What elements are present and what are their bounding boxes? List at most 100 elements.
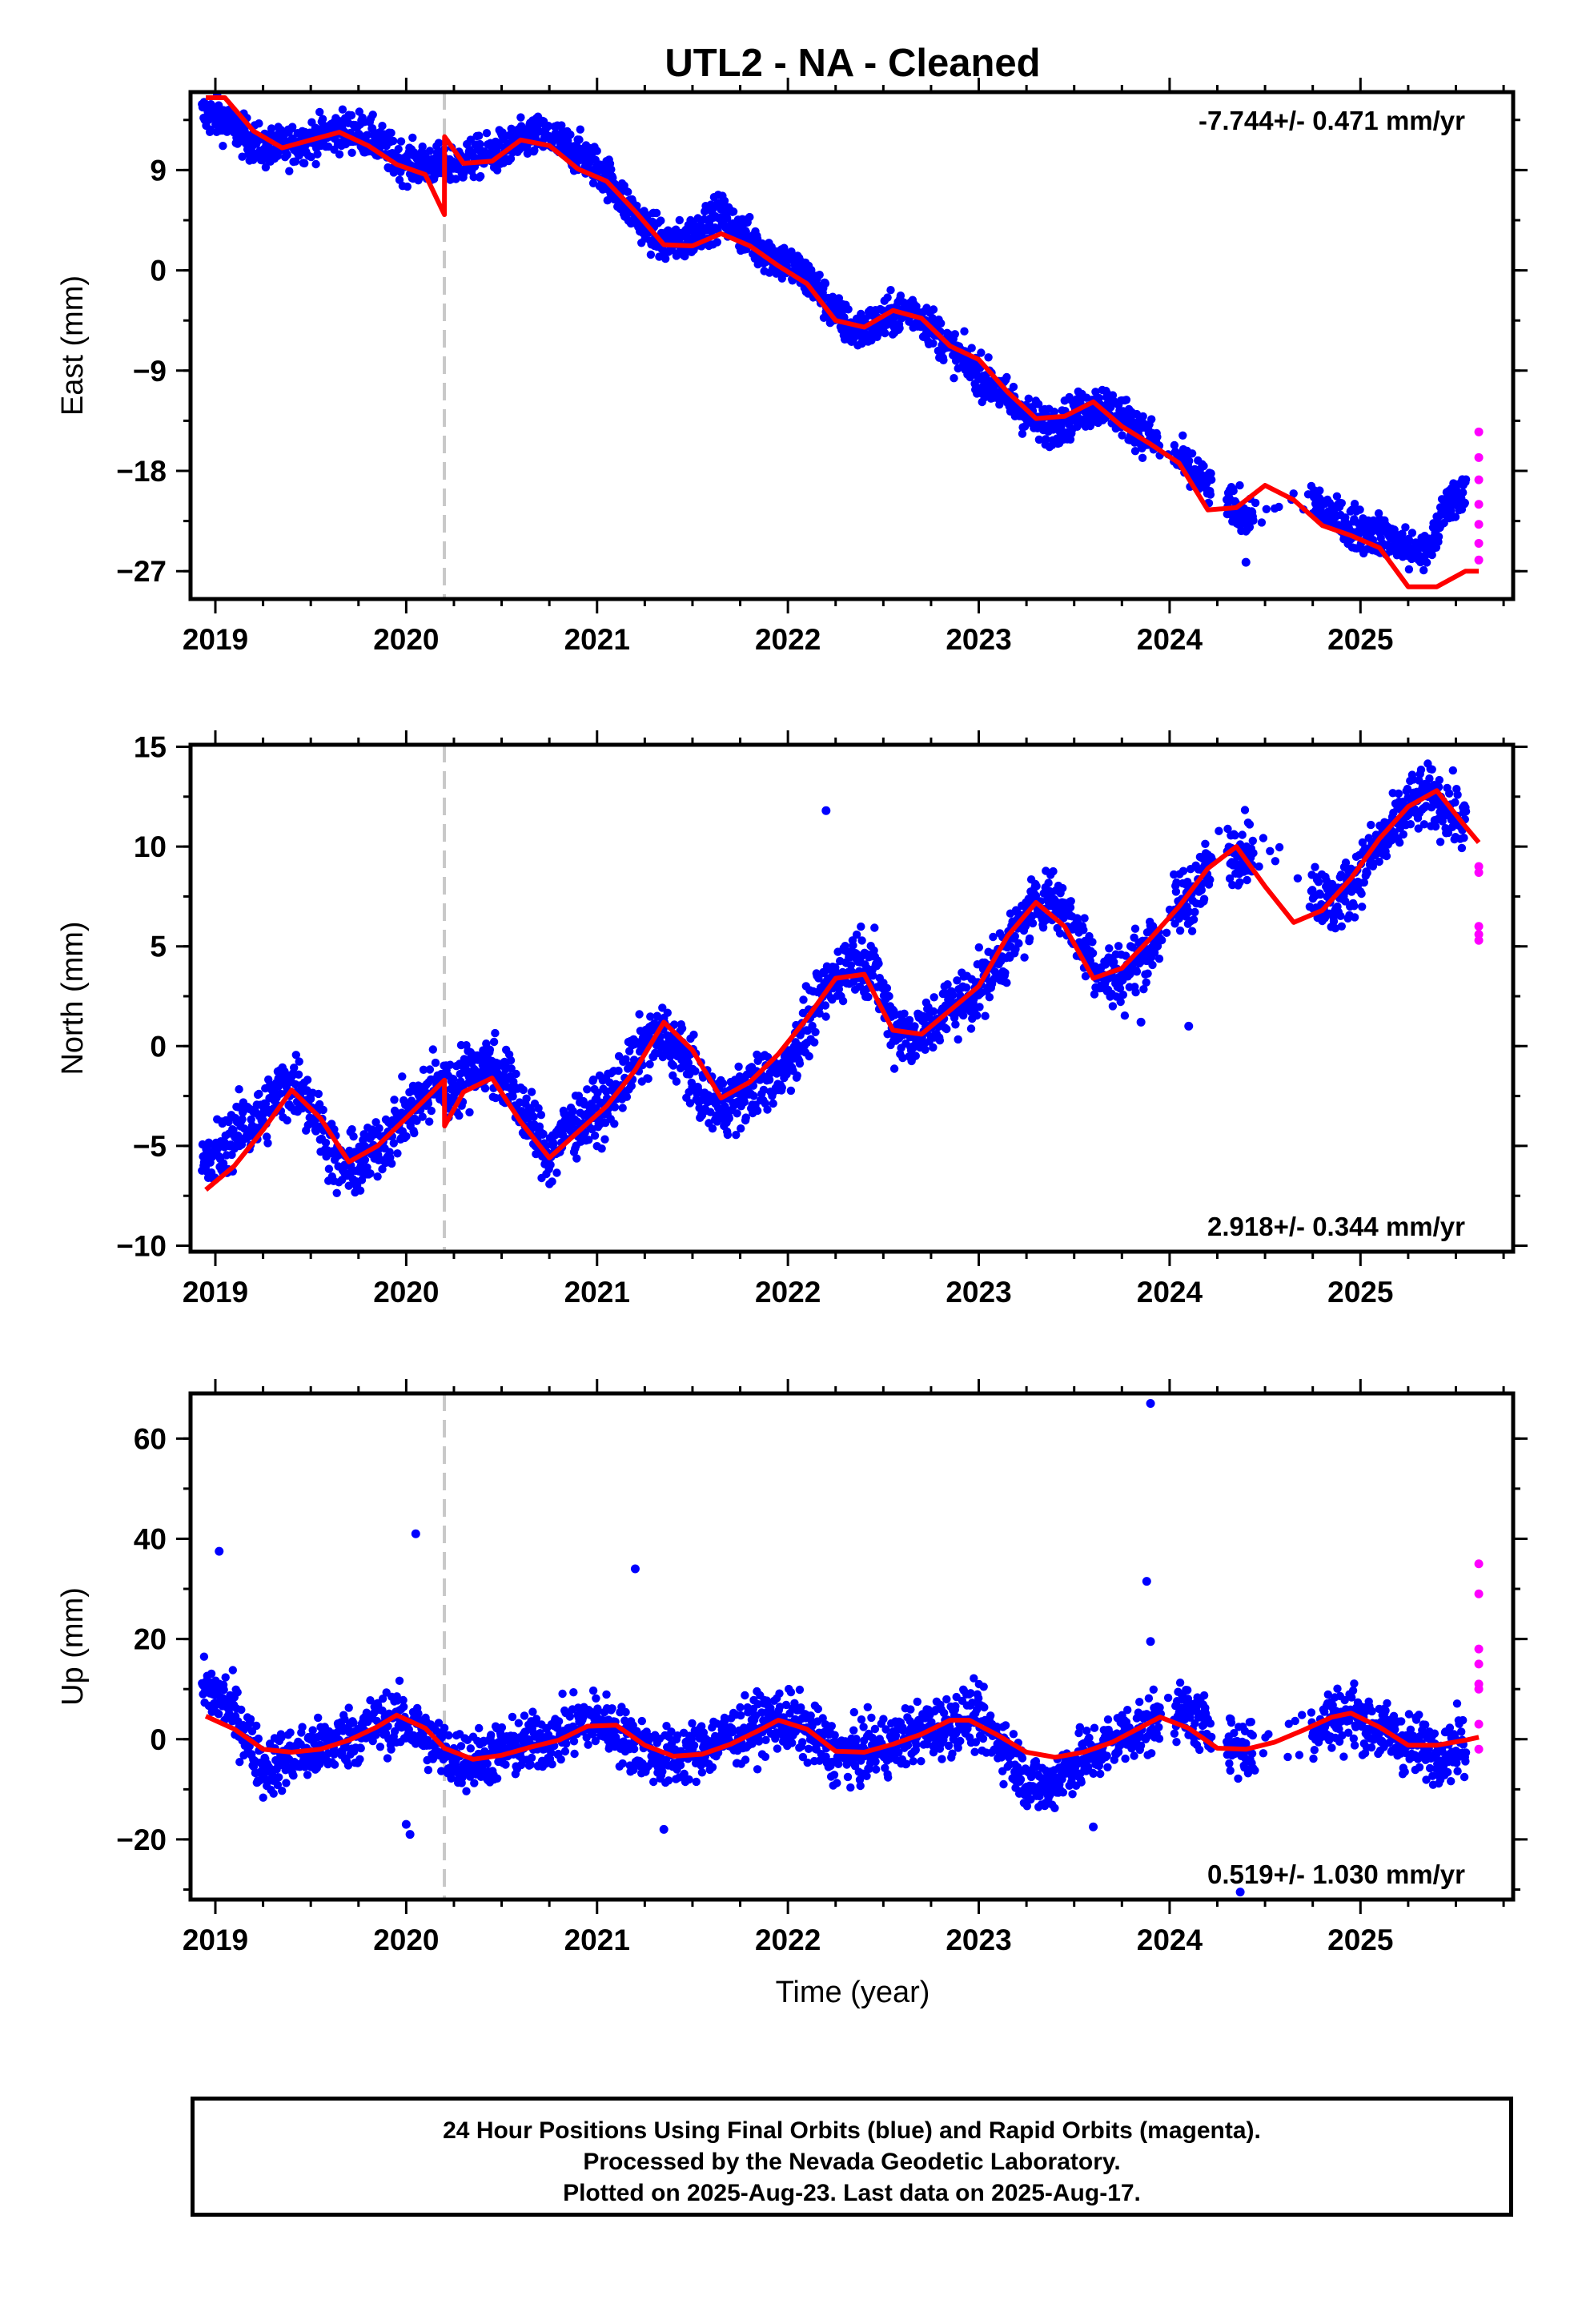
final-point xyxy=(708,1124,717,1133)
final-point xyxy=(627,1081,636,1091)
final-point xyxy=(1187,449,1197,458)
final-point xyxy=(1249,516,1258,525)
final-point xyxy=(753,1106,762,1116)
final-point xyxy=(539,1129,548,1139)
final-point xyxy=(807,266,816,275)
final-point xyxy=(277,1733,286,1742)
final-point xyxy=(1110,958,1118,967)
final-point xyxy=(519,1085,528,1095)
final-point xyxy=(621,1055,630,1063)
final-point xyxy=(1398,529,1407,538)
final-point xyxy=(718,1079,728,1088)
final-point xyxy=(522,1094,531,1104)
final-point xyxy=(314,1089,323,1099)
final-point xyxy=(769,1099,777,1108)
final-point xyxy=(393,1149,402,1158)
final-point xyxy=(1154,955,1164,963)
final-point xyxy=(1032,882,1041,891)
final-point xyxy=(732,1131,741,1140)
final-point xyxy=(1266,846,1275,856)
final-point xyxy=(889,1064,899,1073)
final-point xyxy=(967,344,976,352)
final-point xyxy=(455,1111,464,1120)
final-point xyxy=(568,1107,577,1116)
final-point xyxy=(252,1721,261,1731)
final-point xyxy=(1235,878,1244,887)
outlier-point xyxy=(1241,557,1251,567)
final-point xyxy=(1358,903,1367,911)
final-point xyxy=(1038,923,1048,932)
final-point xyxy=(1255,862,1263,871)
y-tick-label: 10 xyxy=(134,830,167,863)
final-point xyxy=(652,208,661,218)
x-tick-label: 2022 xyxy=(755,623,821,656)
final-point xyxy=(663,1008,672,1017)
final-point xyxy=(282,1083,291,1092)
rapid-point xyxy=(1474,922,1484,931)
final-point xyxy=(874,959,883,968)
final-point xyxy=(943,980,952,989)
final-point xyxy=(549,1140,558,1148)
final-point xyxy=(821,1012,830,1021)
final-point xyxy=(1158,935,1166,945)
final-point xyxy=(318,115,327,123)
final-point xyxy=(1275,502,1283,512)
final-point xyxy=(950,374,958,383)
final-point xyxy=(552,1168,561,1177)
final-point xyxy=(588,1076,598,1084)
final-point xyxy=(1207,469,1215,478)
final-point xyxy=(427,1106,436,1116)
final-point xyxy=(937,319,946,328)
final-point xyxy=(1055,929,1065,938)
final-point xyxy=(307,152,315,162)
final-point xyxy=(335,150,344,159)
final-point xyxy=(960,327,969,336)
final-point xyxy=(765,1076,774,1084)
final-point xyxy=(1207,475,1216,485)
final-point xyxy=(1341,858,1351,867)
final-point xyxy=(378,122,387,131)
x-tick-label: 2020 xyxy=(373,623,439,656)
final-point xyxy=(691,1067,700,1076)
final-point xyxy=(821,279,830,288)
final-point xyxy=(1368,862,1378,871)
final-point xyxy=(852,930,861,939)
final-point xyxy=(269,1789,278,1798)
final-point xyxy=(246,1715,255,1723)
final-point xyxy=(1197,886,1207,895)
final-point xyxy=(1081,971,1090,981)
final-point xyxy=(741,1113,750,1122)
final-point xyxy=(1249,849,1258,858)
final-point xyxy=(1025,934,1034,943)
final-point xyxy=(1183,878,1192,887)
final-point xyxy=(275,1773,283,1782)
final-point xyxy=(1374,509,1383,518)
final-point xyxy=(597,1144,606,1153)
final-point xyxy=(485,1045,495,1054)
final-point xyxy=(1002,372,1011,382)
y-axis-title: North (mm) xyxy=(56,921,90,1075)
final-point xyxy=(1153,942,1162,951)
final-point xyxy=(508,1092,517,1101)
final-point xyxy=(670,1020,679,1029)
final-point xyxy=(357,1176,367,1184)
y-tick-label: −9 xyxy=(133,355,167,388)
outlier-point xyxy=(1375,528,1384,537)
x-tick-label: 2021 xyxy=(564,623,630,656)
final-point xyxy=(814,974,823,983)
final-point xyxy=(1435,775,1444,785)
y-tick-label: 0 xyxy=(150,1030,167,1063)
y-tick-label: 9 xyxy=(150,154,167,187)
east-panel: 2019 2020 2021 2022 2023 2024 202590−9−18−27Ea… xyxy=(56,78,1528,656)
final-point xyxy=(1375,857,1383,866)
final-point xyxy=(973,1011,982,1020)
final-point xyxy=(206,125,215,134)
final-point xyxy=(834,985,844,994)
final-point xyxy=(1460,498,1470,508)
final-point xyxy=(1448,766,1458,775)
final-point xyxy=(314,1713,323,1723)
final-point xyxy=(1130,924,1140,933)
final-point xyxy=(857,922,865,931)
final-point xyxy=(815,271,824,279)
final-point xyxy=(929,1043,938,1052)
